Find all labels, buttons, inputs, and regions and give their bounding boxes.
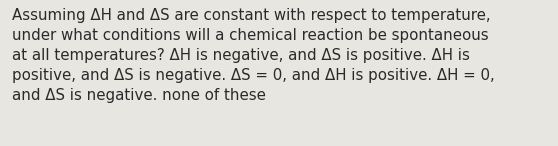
Text: Assuming ΔH and ΔS are constant with respect to temperature,
under what conditio: Assuming ΔH and ΔS are constant with res… — [12, 8, 495, 103]
